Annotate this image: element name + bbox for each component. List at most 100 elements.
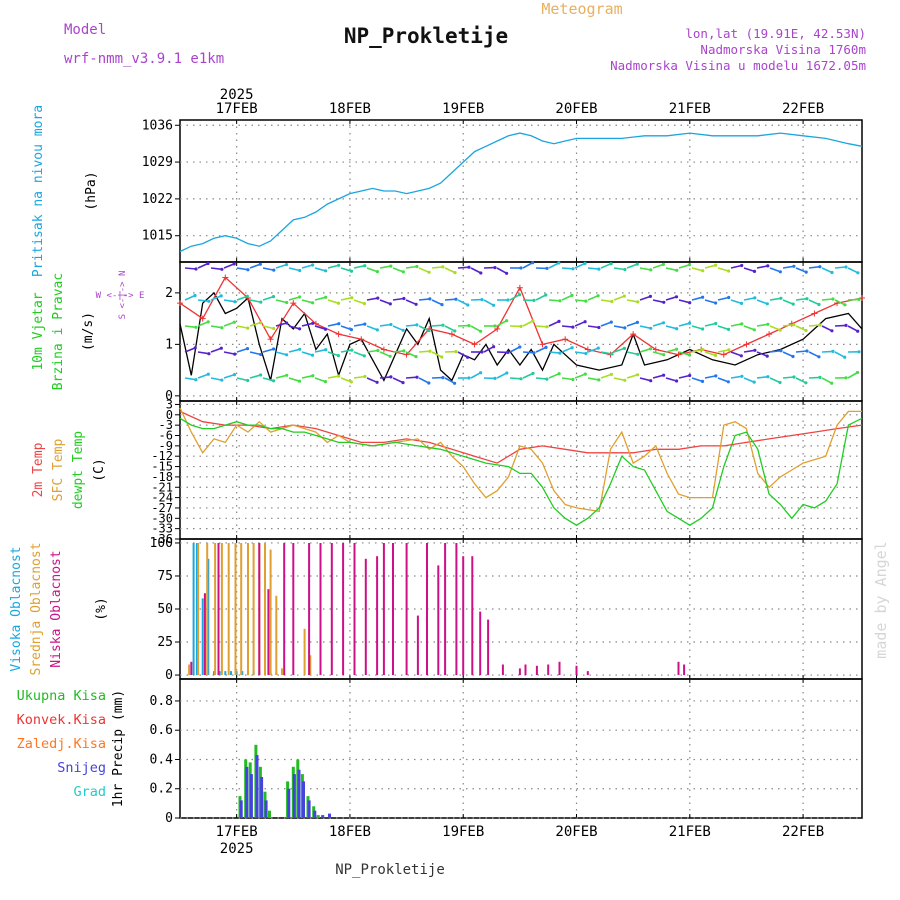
wind-arrow-head	[856, 271, 860, 275]
bar	[234, 543, 237, 676]
wind-arrow	[743, 377, 755, 383]
wind-arrow	[587, 347, 599, 353]
wind-arrow-head	[558, 351, 562, 355]
wind-arrow-head	[830, 381, 834, 385]
wind-arrow-head	[623, 267, 627, 272]
wind-arrow-head	[285, 373, 289, 377]
wind-arrow	[288, 267, 300, 272]
precip-legend-item: Konvek.Kisa	[17, 712, 106, 728]
wind-arrow	[275, 322, 287, 327]
wind-arrow-head	[766, 264, 770, 268]
wind-arrow-head	[830, 270, 834, 275]
wind-arrow	[470, 371, 481, 379]
wind-arrow-head	[518, 293, 522, 297]
wind-arrow	[210, 377, 222, 381]
bar	[319, 543, 322, 676]
bar	[213, 671, 215, 676]
y-tick-label: 25	[157, 635, 173, 650]
wind-arrow-head	[427, 381, 431, 385]
year-label-top: 2025	[220, 87, 254, 103]
wind-arrow-head	[856, 329, 860, 333]
precip-legend-item: Ukupna Kisa	[17, 688, 106, 704]
wind-arrow-head	[714, 263, 718, 267]
wind-arrow	[327, 322, 339, 327]
wind-arrow	[574, 299, 586, 302]
wind-arrow-head	[843, 303, 847, 307]
wind-arrow-head	[479, 329, 483, 333]
y-axis-label: (C)	[92, 458, 107, 481]
wind-arrow-head	[194, 267, 198, 271]
wind-arrow-head	[206, 372, 210, 376]
wind-arrow	[743, 267, 755, 273]
bar	[192, 543, 195, 676]
wind-arrow	[314, 348, 326, 353]
wind-arrow	[834, 266, 847, 269]
wind-arrow	[821, 325, 833, 332]
wind-arrow	[197, 262, 209, 269]
wind-arrow-head	[648, 294, 653, 298]
wind-arrow-head	[765, 354, 769, 358]
bar	[239, 800, 243, 818]
wind-arrow	[717, 377, 729, 383]
gust-marker	[267, 336, 274, 343]
wind-arrow-head	[232, 373, 237, 377]
wind-arrow	[652, 299, 664, 304]
wind-arrow	[249, 374, 261, 379]
wind-arrow	[587, 294, 599, 301]
wind-arrow-head	[415, 264, 419, 269]
gust-marker	[859, 295, 865, 302]
wind-arrow	[197, 351, 210, 355]
wind-arrow	[535, 377, 547, 380]
wind-arrow	[678, 264, 690, 269]
wind-arrow	[353, 299, 365, 305]
wind-arrow-head	[805, 349, 809, 353]
wind-arrow	[418, 298, 430, 301]
wind-arrow	[847, 371, 858, 379]
wind-arrow-head	[298, 347, 302, 351]
wind-arrow-head	[817, 355, 821, 359]
wind-arrow-head	[609, 372, 614, 376]
bar	[302, 781, 305, 818]
wind-arrow-head	[831, 297, 835, 301]
wind-arrow-head	[428, 297, 432, 301]
bar	[258, 543, 261, 676]
wind-arrow-head	[349, 380, 353, 384]
wind-arrow-head	[453, 271, 457, 275]
wind-arrow	[223, 351, 235, 355]
wind-arrow-head	[688, 373, 692, 378]
wind-arrow	[769, 377, 781, 384]
wind-arrows	[184, 261, 861, 385]
wind-arrow	[730, 351, 742, 357]
y-tick-label: 0	[165, 389, 173, 404]
bar	[292, 543, 295, 676]
wind-arrow-head	[818, 375, 822, 379]
y-tick-label: 0	[165, 811, 173, 826]
wind-arrow-head	[570, 346, 574, 350]
wind-arrow-head	[272, 326, 276, 331]
wind-arrow-head	[675, 268, 679, 272]
y-tick-label: 75	[157, 569, 173, 584]
wind-arrow-head	[662, 300, 666, 304]
wind-arrow-head	[441, 265, 445, 269]
wind-arrow-head	[583, 261, 587, 265]
model-label: Model	[64, 22, 106, 38]
wind-arrow	[405, 324, 417, 327]
y-tick-label: -15	[151, 460, 173, 474]
wind-arrow	[184, 294, 196, 301]
wind-arrow	[639, 267, 651, 271]
wind-arrow	[678, 374, 690, 379]
wind-arrow	[704, 351, 716, 357]
wind-arrow	[483, 299, 494, 307]
gust-marker	[335, 331, 342, 338]
x-tick-label-bottom: 17FEB	[216, 824, 258, 840]
bar	[241, 671, 244, 676]
wind-arrow-head	[285, 353, 289, 357]
wind-arrow-head	[194, 378, 198, 382]
wind-arrow-head	[844, 265, 848, 269]
wind-arrow-head	[298, 327, 302, 331]
wind-arrow-head	[636, 352, 640, 356]
wind-arrow-head	[441, 376, 445, 380]
wind-arrow	[678, 299, 690, 304]
wind-arrow-head	[713, 353, 718, 357]
y-tick-label: -24	[151, 491, 173, 505]
